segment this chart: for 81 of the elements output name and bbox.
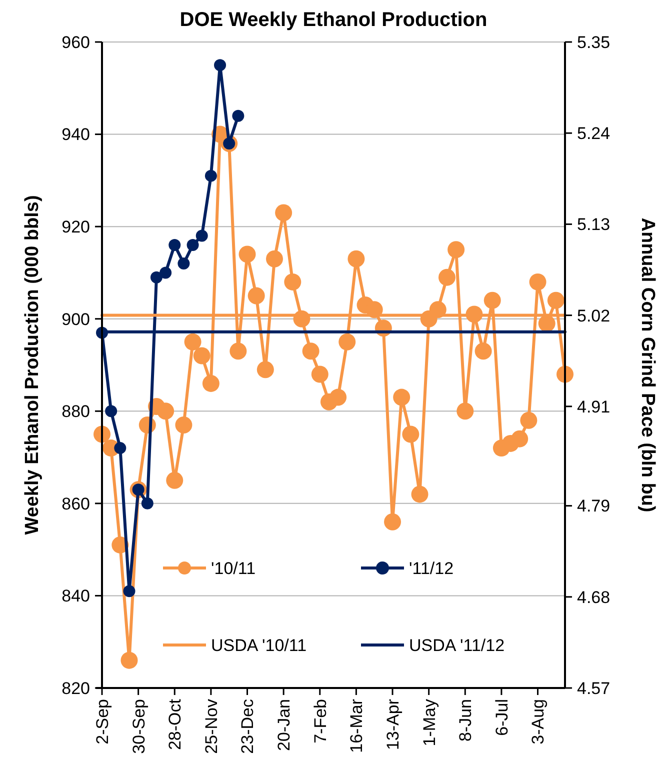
point (474, 342, 492, 360)
point (214, 59, 226, 72)
x-tick-label: 7-Feb (310, 699, 330, 744)
chart-title: DOE Weekly Ethanol Production (180, 9, 488, 31)
x-tick-label: 6-Jul (492, 699, 512, 736)
point (232, 110, 244, 122)
y2-tick-label: 5.02 (577, 306, 610, 326)
x-tick-label: 20-Jan (274, 699, 294, 751)
y2-tick-label: 4.57 (577, 678, 610, 698)
point (330, 388, 347, 406)
x-tick-label: 16-Mar (347, 698, 366, 753)
y2-tick-label: 4.68 (577, 588, 610, 607)
point (484, 292, 501, 309)
point (302, 342, 320, 360)
x-tick-label: 25-Nov (202, 698, 221, 754)
point (178, 257, 190, 270)
x-tick-label: 23-Dec (238, 698, 258, 754)
point (166, 472, 184, 489)
point (338, 333, 356, 350)
point (547, 292, 564, 309)
point (196, 230, 208, 242)
y2-tick-label: 5.13 (577, 215, 610, 234)
point (193, 347, 210, 364)
point (511, 430, 528, 448)
point (175, 416, 192, 434)
point (438, 268, 456, 286)
point (402, 426, 420, 443)
point (238, 246, 256, 263)
legend-label: USDA '10/11 (211, 636, 307, 655)
legend-label: '10/11 (211, 558, 256, 578)
y-tick-label: 860 (62, 494, 90, 514)
point (393, 388, 410, 406)
point (275, 204, 292, 222)
point (456, 402, 474, 420)
point (123, 585, 136, 598)
point (105, 405, 118, 418)
point (256, 361, 274, 378)
point (202, 374, 220, 392)
point (411, 486, 428, 503)
point (150, 271, 162, 284)
point (520, 412, 538, 429)
point (448, 241, 465, 258)
point (230, 342, 247, 360)
x-tick-label: 8-Jun (456, 699, 476, 742)
point (529, 273, 546, 290)
point (311, 366, 328, 383)
point (141, 497, 154, 510)
y-tick-label: 820 (62, 678, 90, 698)
y2-tick-label: 4.79 (577, 496, 610, 516)
point (184, 333, 202, 350)
point (204, 170, 217, 182)
point (157, 402, 174, 420)
y-tick-label: 920 (62, 218, 90, 237)
x-tick-label: 2-Sep (92, 699, 112, 744)
y-axis-title: Weekly Ethanol Production (000 bbls) (22, 195, 43, 535)
y2-tick-label: 4.91 (577, 397, 610, 416)
y2-tick-label: 5.24 (577, 124, 610, 144)
point (120, 652, 138, 669)
point (114, 442, 126, 454)
y-tick-label: 840 (62, 586, 90, 606)
y-tick-label: 900 (62, 310, 90, 329)
x-tick-label: 3-Aug (528, 699, 548, 744)
y-tick-label: 960 (62, 32, 90, 52)
point (168, 239, 181, 252)
y2-tick-label: 5.35 (577, 32, 610, 52)
point (384, 513, 402, 530)
y-tick-label: 880 (62, 402, 90, 422)
x-tick-label: 30-Sep (129, 699, 148, 754)
x-tick-label: 1-May (420, 698, 439, 746)
point (266, 250, 283, 268)
point (284, 273, 302, 290)
point (248, 287, 265, 304)
legend-label: '11/12 (409, 558, 454, 578)
legend-label: USDA '11/12 (409, 636, 505, 655)
point (160, 266, 172, 279)
y2-axis-title: Annual Corn Grind Pace (bln bu) (637, 218, 658, 512)
point (348, 250, 365, 268)
point (186, 239, 199, 252)
y-tick-label: 940 (62, 125, 90, 144)
x-tick-label: 13-Apr (383, 698, 402, 750)
x-tick-label: 28-Oct (166, 698, 185, 750)
